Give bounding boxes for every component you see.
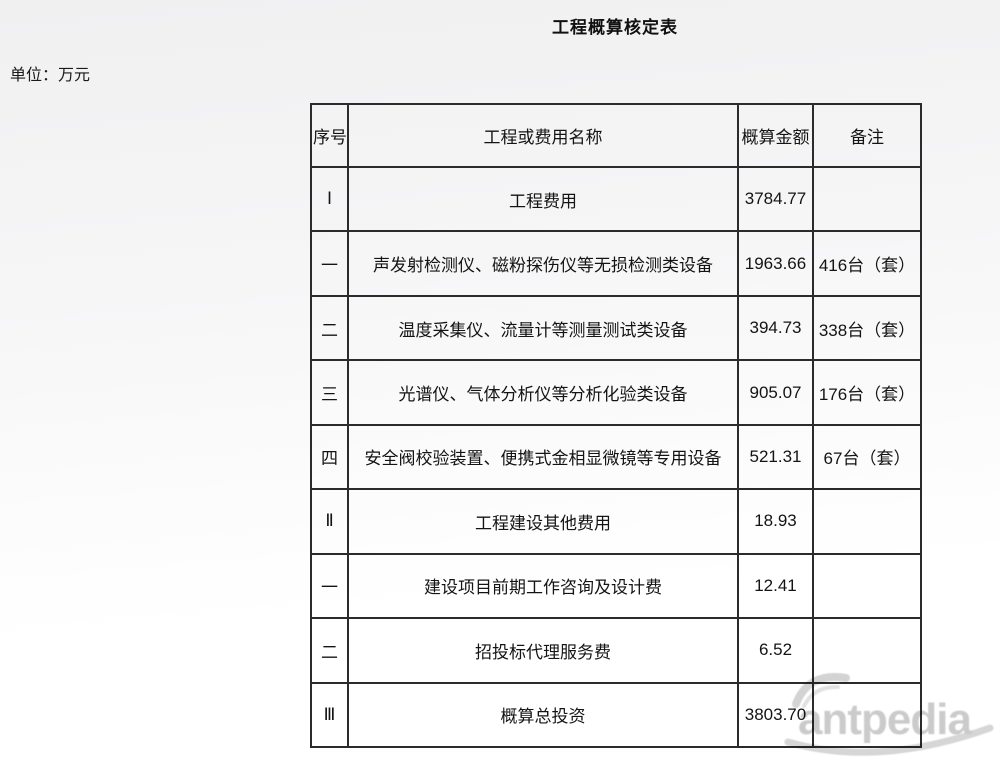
cell-note [812,617,922,684]
cell-name: 声发射检测仪、磁粉探伤仪等无损检测类设备 [347,230,739,297]
cell-name: 温度采集仪、流量计等测量测试类设备 [347,294,739,362]
cell-amount: 3803.70 [737,681,814,748]
cell-name: 工程建设其他费用 [347,488,739,555]
budget-table: 序号 工程或费用名称 概算金额 备注 Ⅰ 工程费用 3784.77 一 声发射检… [310,103,922,748]
cell-serial: 一 [310,552,349,620]
cell-serial: 三 [310,359,349,426]
cell-amount: 18.93 [737,488,814,555]
cell-note: 176台（套） [812,359,922,426]
cell-name: 建设项目前期工作咨询及设计费 [347,552,739,620]
col-header-amount: 概算金额 [737,103,814,168]
cell-amount: 905.07 [737,359,814,426]
col-header-serial: 序号 [310,103,349,168]
cell-serial: Ⅲ [310,681,349,748]
col-header-name: 工程或费用名称 [347,103,739,168]
cell-amount: 1963.66 [737,230,814,297]
cell-serial: 二 [310,294,349,362]
cell-note: 416台（套） [812,230,922,297]
cell-name: 安全阀校验装置、便携式金相显微镜等专用设备 [347,423,739,491]
cell-serial: 二 [310,617,349,684]
cell-serial: 四 [310,423,349,491]
table-row: Ⅲ 概算总投资 3803.70 [310,681,922,748]
table-row: 二 温度采集仪、流量计等测量测试类设备 394.73 338台（套） [310,294,922,362]
cell-amount: 12.41 [737,552,814,620]
cell-amount: 521.31 [737,423,814,491]
table-row: 一 建设项目前期工作咨询及设计费 12.41 [310,552,922,620]
cell-note [812,488,922,555]
cell-note: 67台（套） [812,423,922,491]
cell-name: 概算总投资 [347,681,739,748]
cell-serial: 一 [310,230,349,297]
cell-amount: 394.73 [737,294,814,362]
table-row: Ⅱ 工程建设其他费用 18.93 [310,488,922,555]
cell-amount: 6.52 [737,617,814,684]
table-row: Ⅰ 工程费用 3784.77 [310,165,922,233]
cell-name: 光谱仪、气体分析仪等分析化验类设备 [347,359,739,426]
unit-label: 单位：万元 [10,67,91,84]
table-row: 二 招投标代理服务费 6.52 [310,617,922,684]
table-row: 一 声发射检测仪、磁粉探伤仪等无损检测类设备 1963.66 416台（套） [310,230,922,297]
cell-serial: Ⅱ [310,488,349,555]
cell-name: 工程费用 [347,165,739,233]
table-header-row: 序号 工程或费用名称 概算金额 备注 [310,103,922,168]
table-row: 四 安全阀校验装置、便携式金相显微镜等专用设备 521.31 67台（套） [310,423,922,491]
cell-note [812,165,922,233]
cell-note: 338台（套） [812,294,922,362]
col-header-note: 备注 [812,103,922,168]
cell-amount: 3784.77 [737,165,814,233]
table-row: 三 光谱仪、气体分析仪等分析化验类设备 905.07 176台（套） [310,359,922,426]
page-title: 工程概算核定表 [552,18,678,37]
cell-note [812,681,922,748]
cell-note [812,552,922,620]
cell-name: 招投标代理服务费 [347,617,739,684]
cell-serial: Ⅰ [310,165,349,233]
